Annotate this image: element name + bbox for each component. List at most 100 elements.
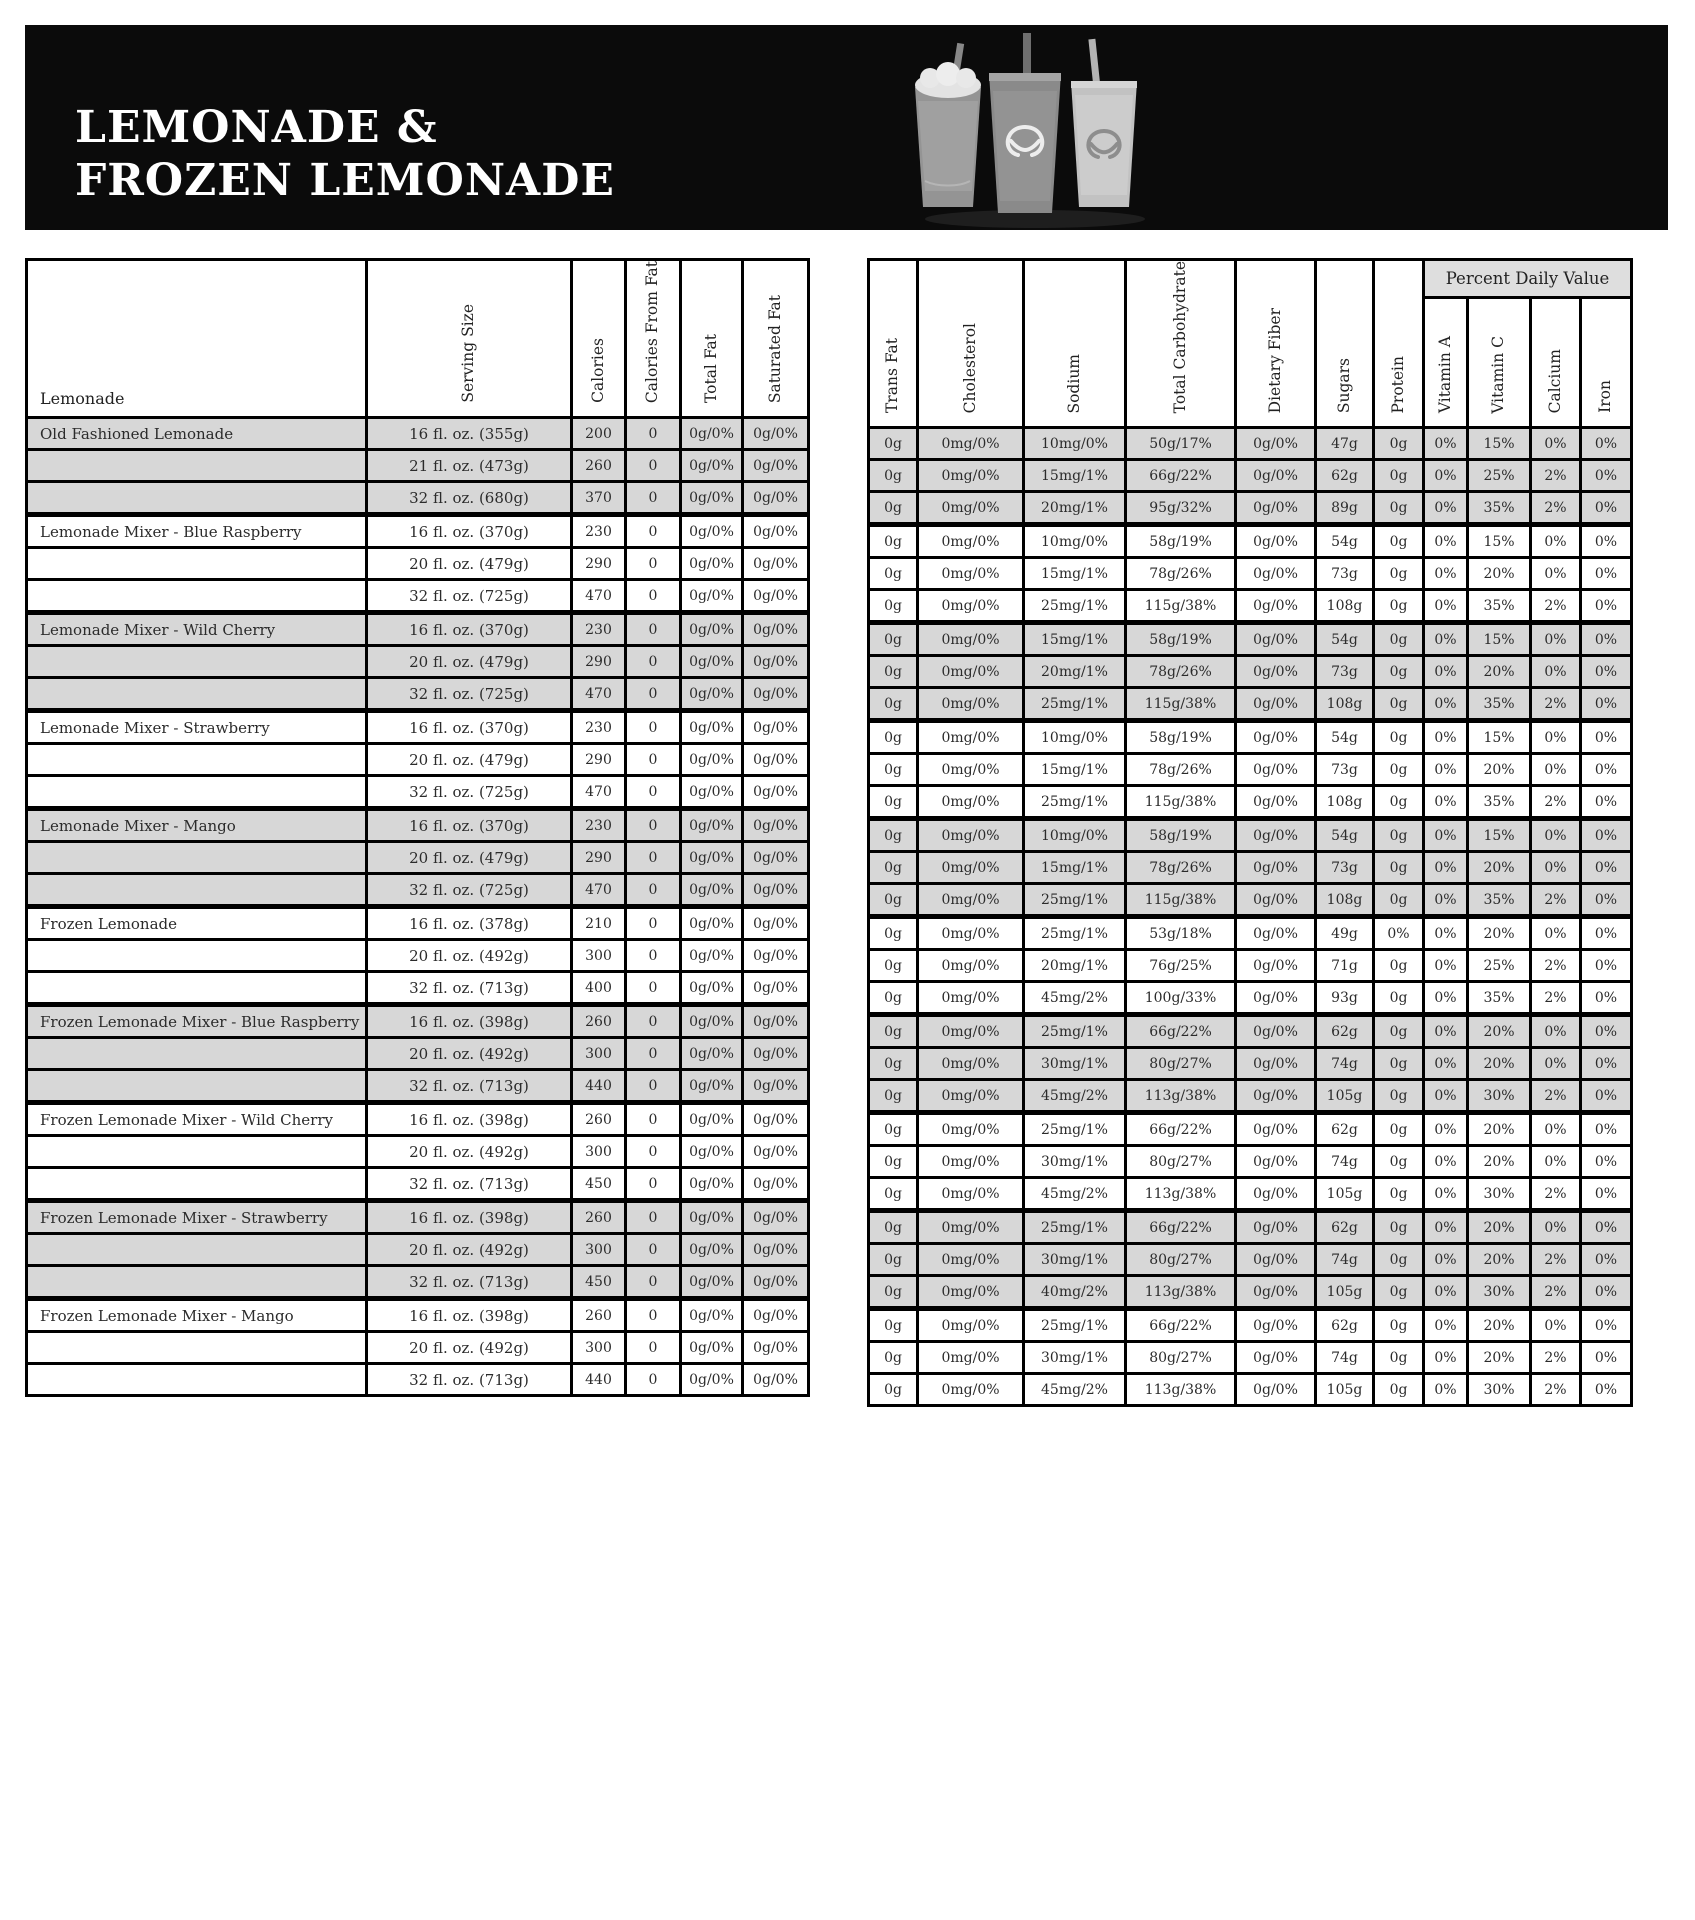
cell-calcium: 0% <box>1529 816 1582 854</box>
cell-calcium: 0% <box>1529 850 1582 886</box>
cell-calories: 230 <box>570 708 627 746</box>
cell-cholesterol: 0mg/0% <box>916 1274 1025 1311</box>
cell-saturated_fat: 0g/0% <box>741 610 810 648</box>
cell-iron: 0% <box>1579 620 1633 658</box>
cell-calories_from_fat: 0 <box>624 1100 682 1138</box>
cell-vitamin_a: 0% <box>1422 686 1469 723</box>
cell-iron: 0% <box>1579 522 1633 560</box>
cell-saturated_fat: 0g/0% <box>741 1330 810 1366</box>
cell-sugars: 93g <box>1314 980 1375 1017</box>
cell-calories: 290 <box>570 742 627 778</box>
cell-vitamin_a: 0% <box>1422 1078 1469 1115</box>
cell-sugars: 54g <box>1314 816 1375 854</box>
cell-saturated_fat: 0g/0% <box>741 1036 810 1072</box>
table-row: 0g 0mg/0% 25mg/1% 115g/38% 0g/0% 108g 0g 0% 35% 2… <box>867 588 1633 625</box>
cell-calories: 230 <box>570 512 627 550</box>
cell-calories_from_fat: 0 <box>624 1068 682 1105</box>
cell-saturated_fat: 0g/0% <box>741 1232 810 1268</box>
table-row: 0g 0mg/0% 30mg/1% 80g/27% 0g/0% 74g 0g 0% 20% 0% 0… <box>867 1046 1633 1082</box>
cell-total_fat: 0g/0% <box>679 1002 744 1040</box>
cell-saturated_fat: 0g/0% <box>741 872 810 909</box>
cell-iron: 0% <box>1579 1012 1633 1050</box>
cell-cholesterol: 0mg/0% <box>916 1306 1025 1344</box>
cell-total_fat: 0g/0% <box>679 448 744 484</box>
cell-sugars: 62g <box>1314 1110 1375 1148</box>
cell-protein: 0g <box>1372 522 1425 560</box>
column-header-total-carbohydrate: Total Carbohydrate <box>1124 257 1237 430</box>
cell-product-name: Frozen Lemonade Mixer - Strawberry <box>25 1198 368 1236</box>
table-row: 20 fl. oz. (492g) 300 0 0g/0% 0g/0% <box>25 1232 810 1268</box>
cell-vitamin_a: 0% <box>1422 1372 1469 1408</box>
cell-saturated_fat: 0g/0% <box>741 774 810 811</box>
cell-serving: 32 fl. oz. (680g) <box>365 480 573 517</box>
cell-sodium: 15mg/1% <box>1022 752 1127 788</box>
cell-vitamin_c: 20% <box>1466 1110 1532 1148</box>
cell-vitamin_a: 0% <box>1422 882 1469 919</box>
cell-calories: 300 <box>570 1134 627 1170</box>
cell-cholesterol: 0mg/0% <box>916 490 1025 527</box>
cell-calcium: 2% <box>1529 948 1582 984</box>
cell-sodium: 10mg/0% <box>1022 522 1127 560</box>
cell-vitamin_c: 20% <box>1466 556 1532 592</box>
table-row: Frozen Lemonade Mixer - Strawberry 16 fl.… <box>25 1198 810 1236</box>
cell-calories: 230 <box>570 610 627 648</box>
cell-vitamin_c: 20% <box>1466 752 1532 788</box>
cell-vitamin_a: 0% <box>1422 752 1469 788</box>
cell-product-name <box>25 1264 368 1301</box>
table-row: Frozen Lemonade Mixer - Wild Cherry 16 fl… <box>25 1100 810 1138</box>
cell-iron: 0% <box>1579 1372 1633 1408</box>
cell-protein: 0g <box>1372 980 1425 1017</box>
cell-protein: 0g <box>1372 588 1425 625</box>
table-row: 32 fl. oz. (680g) 370 0 0g/0% 0g/0% <box>25 480 810 517</box>
cell-sodium: 25mg/1% <box>1022 1306 1127 1344</box>
cell-protein: 0g <box>1372 686 1425 723</box>
cell-sodium: 25mg/1% <box>1022 914 1127 952</box>
table-row: Old Fashioned Lemonade 16 fl. oz. (355g) 2… <box>25 416 810 452</box>
cell-calories_from_fat: 0 <box>624 742 682 778</box>
cell-total_carbohydrate: 113g/38% <box>1124 1274 1237 1311</box>
cell-iron: 0% <box>1579 1110 1633 1148</box>
cell-dietary_fiber: 0g/0% <box>1234 654 1317 690</box>
cell-saturated_fat: 0g/0% <box>741 742 810 778</box>
cell-sugars: 73g <box>1314 850 1375 886</box>
cell-trans_fat: 0g <box>867 458 919 494</box>
cell-trans_fat: 0g <box>867 752 919 788</box>
cell-total_fat: 0g/0% <box>679 1166 744 1203</box>
cell-cholesterol: 0mg/0% <box>916 980 1025 1017</box>
cell-serving: 16 fl. oz. (398g) <box>365 1002 573 1040</box>
cell-serving: 32 fl. oz. (725g) <box>365 774 573 811</box>
column-header-cholesterol: Cholesterol <box>916 257 1025 430</box>
cell-cholesterol: 0mg/0% <box>916 686 1025 723</box>
cell-sodium: 25mg/1% <box>1022 1208 1127 1246</box>
cell-trans_fat: 0g <box>867 784 919 821</box>
cell-serving: 32 fl. oz. (725g) <box>365 872 573 909</box>
cell-vitamin_c: 35% <box>1466 980 1532 1017</box>
cell-calcium: 0% <box>1529 1306 1582 1344</box>
cell-total_carbohydrate: 78g/26% <box>1124 752 1237 788</box>
table-row: 20 fl. oz. (492g) 300 0 0g/0% 0g/0% <box>25 1036 810 1072</box>
cell-calories_from_fat: 0 <box>624 774 682 811</box>
table-row: Frozen Lemonade 16 fl. oz. (378g) 210 0 0g/0… <box>25 904 810 942</box>
cell-vitamin_c: 35% <box>1466 784 1532 821</box>
cell-vitamin_c: 15% <box>1466 816 1532 854</box>
cell-product-name <box>25 1134 368 1170</box>
cell-trans_fat: 0g <box>867 816 919 854</box>
cell-cholesterol: 0mg/0% <box>916 914 1025 952</box>
cell-calories_from_fat: 0 <box>624 1134 682 1170</box>
table-row: 20 fl. oz. (492g) 300 0 0g/0% 0g/0% <box>25 1134 810 1170</box>
cell-total_carbohydrate: 115g/38% <box>1124 784 1237 821</box>
cell-sugars: 105g <box>1314 1078 1375 1115</box>
cell-sodium: 10mg/0% <box>1022 718 1127 756</box>
cell-saturated_fat: 0g/0% <box>741 676 810 713</box>
table-row: 0g 0mg/0% 45mg/2% 100g/33% 0g/0% 93g 0g 0% 35% 2%… <box>867 980 1633 1017</box>
cell-iron: 0% <box>1579 980 1633 1017</box>
cell-protein: 0g <box>1372 1078 1425 1115</box>
cell-protein: 0g <box>1372 752 1425 788</box>
cell-serving: 20 fl. oz. (479g) <box>365 546 573 582</box>
table-row: Lemonade Mixer - Strawberry 16 fl. oz. (3… <box>25 708 810 746</box>
cell-calories_from_fat: 0 <box>624 904 682 942</box>
cell-calories: 260 <box>570 448 627 484</box>
left-header-row: Lemonade Serving Size Calories Calories … <box>25 257 810 420</box>
cell-dietary_fiber: 0g/0% <box>1234 1144 1317 1180</box>
